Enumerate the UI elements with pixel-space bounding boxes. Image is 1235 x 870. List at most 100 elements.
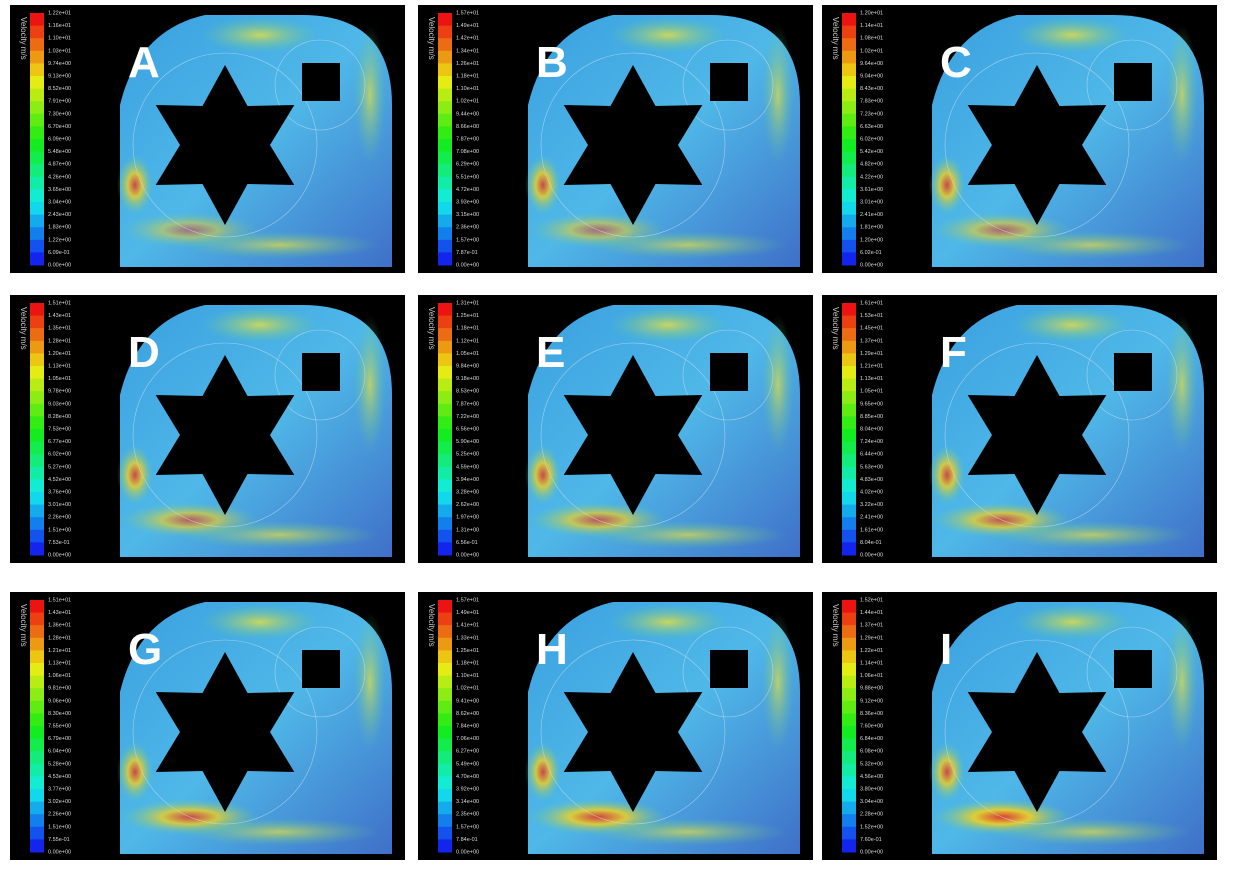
colorbar-label: 1.29e+01 bbox=[860, 351, 883, 357]
colorbar-label: 1.28e+01 bbox=[48, 338, 71, 344]
colorbar-band bbox=[30, 189, 44, 202]
colorbar-band bbox=[842, 542, 856, 555]
colorbar-band bbox=[30, 38, 44, 51]
colorbar-label: 1.83e+00 bbox=[48, 225, 71, 231]
colorbar-label: 1.57e+01 bbox=[456, 10, 479, 16]
colorbar-label: 6.02e+00 bbox=[48, 452, 71, 458]
colorbar-label: 0.00e+00 bbox=[48, 262, 71, 268]
colorbar-label: 2.35e+00 bbox=[456, 812, 479, 818]
colorbar-label: 5.28e+00 bbox=[48, 761, 71, 767]
colorbar-band bbox=[438, 802, 452, 815]
gate-block bbox=[302, 353, 340, 391]
colorbar-band bbox=[30, 429, 44, 442]
colorbar-band bbox=[30, 240, 44, 253]
colorbar-label: 7.22e+00 bbox=[456, 414, 479, 420]
colorbar-label: 6.44e+00 bbox=[860, 452, 883, 458]
colorbar-label: 9.81e+00 bbox=[48, 686, 71, 692]
colorbar-band bbox=[438, 613, 452, 626]
colorbar-band bbox=[842, 391, 856, 404]
colorbar-label: 1.57e+00 bbox=[456, 824, 479, 830]
velocity-region bbox=[608, 604, 728, 640]
colorbar-label: 1.20e+01 bbox=[48, 351, 71, 357]
colorbar-label: 8.85e+00 bbox=[860, 414, 883, 420]
colorbar-label: 1.08e+01 bbox=[860, 36, 883, 42]
colorbar-band bbox=[30, 89, 44, 102]
colorbar-band bbox=[30, 701, 44, 714]
colorbar-band bbox=[438, 542, 452, 555]
colorbar-label: 6.09e+00 bbox=[48, 136, 71, 142]
colorbar-title: Velocity m/s bbox=[427, 307, 436, 350]
panel: 1.51e+011.43e+011.35e+011.28e+011.20e+01… bbox=[10, 295, 405, 563]
colorbar-band bbox=[438, 479, 452, 492]
colorbar-band bbox=[842, 114, 856, 127]
colorbar-label: 1.20e+00 bbox=[860, 237, 883, 243]
colorbar-label: 2.28e+00 bbox=[860, 812, 883, 818]
colorbar-band bbox=[842, 776, 856, 789]
colorbar-band bbox=[30, 713, 44, 726]
colorbar-label: 9.88e+00 bbox=[860, 686, 883, 692]
colorbar-label: 9.41e+00 bbox=[456, 698, 479, 704]
colorbar-label: 6.29e+00 bbox=[456, 162, 479, 168]
colorbar-band bbox=[842, 51, 856, 64]
colorbar-label: 9.84e+00 bbox=[456, 363, 479, 369]
colorbar-label: 1.18e+01 bbox=[456, 326, 479, 332]
colorbar-label: 1.97e+00 bbox=[456, 515, 479, 521]
colorbar-label: 1.13e+01 bbox=[48, 660, 71, 666]
colorbar-label: 9.06e+00 bbox=[48, 698, 71, 704]
colorbar-band bbox=[842, 101, 856, 114]
colorbar-band bbox=[30, 353, 44, 366]
colorbar-label: 8.62e+00 bbox=[456, 711, 479, 717]
colorbar-label: 5.42e+00 bbox=[860, 149, 883, 155]
colorbar-label: 1.12e+01 bbox=[456, 338, 479, 344]
colorbar-band bbox=[842, 164, 856, 177]
colorbar-band bbox=[842, 76, 856, 89]
colorbar-label: 6.02e-01 bbox=[860, 250, 882, 256]
colorbar-label: 1.37e+01 bbox=[860, 338, 883, 344]
colorbar-band bbox=[438, 600, 452, 613]
colorbar-band bbox=[30, 492, 44, 505]
colorbar-title: Velocity m/s bbox=[831, 604, 840, 647]
colorbar-band bbox=[842, 202, 856, 215]
colorbar-label: 1.18e+01 bbox=[456, 73, 479, 79]
colorbar-label: 7.06e+00 bbox=[456, 736, 479, 742]
colorbar-band bbox=[438, 189, 452, 202]
colorbar-band bbox=[438, 739, 452, 752]
colorbar-label: 2.41e+00 bbox=[860, 212, 883, 218]
colorbar-band bbox=[30, 802, 44, 815]
colorbar-label: 9.74e+00 bbox=[48, 61, 71, 67]
colorbar-label: 5.27e+00 bbox=[48, 464, 71, 470]
colorbar-label: 4.59e+00 bbox=[456, 464, 479, 470]
velocity-region bbox=[992, 521, 1192, 549]
colorbar-label: 7.08e+00 bbox=[456, 149, 479, 155]
colorbar-label: 1.33e+01 bbox=[456, 635, 479, 641]
colorbar-label: 5.32e+00 bbox=[860, 761, 883, 767]
colorbar-band bbox=[842, 701, 856, 714]
panel: 1.22e+011.16e+011.10e+011.03e+019.74e+00… bbox=[10, 5, 405, 273]
colorbar-band bbox=[30, 776, 44, 789]
colorbar-label: 3.14e+00 bbox=[456, 799, 479, 805]
colorbar-label: 2.36e+00 bbox=[456, 225, 479, 231]
colorbar-band bbox=[842, 802, 856, 815]
colorbar-label: 2.26e+00 bbox=[48, 515, 71, 521]
colorbar-label: 1.49e+01 bbox=[456, 610, 479, 616]
colorbar-label: 9.13e+00 bbox=[48, 73, 71, 79]
colorbar-label: 6.84e+00 bbox=[860, 736, 883, 742]
colorbar-label: 0.00e+00 bbox=[48, 849, 71, 855]
panel-label: G bbox=[128, 625, 162, 674]
colorbar-band bbox=[30, 726, 44, 739]
colorbar-label: 1.29e+01 bbox=[860, 635, 883, 641]
colorbar-label: 5.90e+00 bbox=[456, 439, 479, 445]
colorbar-band bbox=[842, 467, 856, 480]
colorbar-band bbox=[842, 38, 856, 51]
velocity-region bbox=[354, 315, 386, 455]
colorbar-band bbox=[842, 240, 856, 253]
colorbar-label: 1.43e+01 bbox=[48, 313, 71, 319]
colorbar-band bbox=[30, 505, 44, 518]
colorbar-band bbox=[842, 600, 856, 613]
colorbar-label: 4.70e+00 bbox=[456, 774, 479, 780]
colorbar-band bbox=[842, 379, 856, 392]
colorbar-band bbox=[842, 227, 856, 240]
colorbar-label: 6.70e+00 bbox=[48, 124, 71, 130]
colorbar-band bbox=[438, 701, 452, 714]
velocity-region bbox=[992, 231, 1192, 259]
